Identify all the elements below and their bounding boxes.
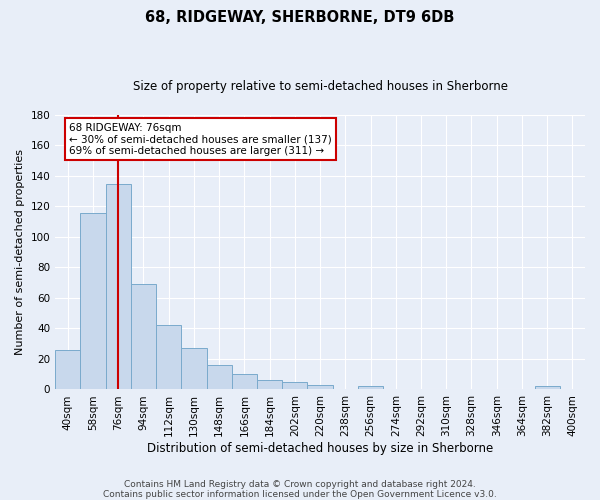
Bar	[358, 386, 383, 390]
Text: 68 RIDGEWAY: 76sqm
← 30% of semi-detached houses are smaller (137)
69% of semi-d: 68 RIDGEWAY: 76sqm ← 30% of semi-detache…	[69, 122, 332, 156]
Bar	[535, 386, 560, 390]
Bar	[307, 385, 332, 390]
Bar	[181, 348, 206, 390]
Y-axis label: Number of semi-detached properties: Number of semi-detached properties	[15, 149, 25, 355]
Bar	[232, 374, 257, 390]
Bar	[106, 184, 131, 390]
Bar	[80, 212, 106, 390]
Text: Contains HM Land Registry data © Crown copyright and database right 2024.: Contains HM Land Registry data © Crown c…	[124, 480, 476, 489]
Bar	[55, 350, 80, 390]
Title: Size of property relative to semi-detached houses in Sherborne: Size of property relative to semi-detach…	[133, 80, 508, 93]
Bar	[206, 365, 232, 390]
Bar	[282, 382, 307, 390]
Bar	[131, 284, 156, 390]
Bar	[257, 380, 282, 390]
Text: 68, RIDGEWAY, SHERBORNE, DT9 6DB: 68, RIDGEWAY, SHERBORNE, DT9 6DB	[145, 10, 455, 25]
Text: Contains public sector information licensed under the Open Government Licence v3: Contains public sector information licen…	[103, 490, 497, 499]
Bar	[156, 326, 181, 390]
X-axis label: Distribution of semi-detached houses by size in Sherborne: Distribution of semi-detached houses by …	[147, 442, 493, 455]
